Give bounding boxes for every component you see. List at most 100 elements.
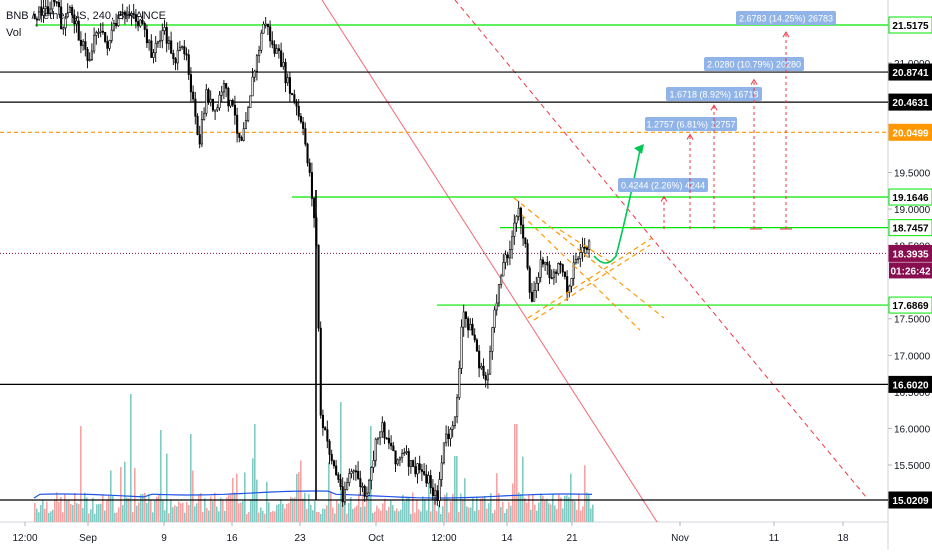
target-label-text: 2.0280 (10.79%) 20280 xyxy=(707,60,801,70)
volume-bar xyxy=(78,504,80,522)
volume-bar xyxy=(346,513,348,522)
candle-body xyxy=(163,27,166,32)
candle-body xyxy=(128,13,131,17)
volume-bar xyxy=(500,507,502,522)
candle-body xyxy=(222,83,225,93)
volume-bar xyxy=(306,508,308,522)
volume-bar xyxy=(56,492,58,522)
candle-body xyxy=(337,474,340,480)
volume-bar xyxy=(382,503,384,522)
volume-bar xyxy=(502,502,504,522)
volume-bar xyxy=(110,470,112,522)
volume-bar xyxy=(92,497,94,522)
volume-bar xyxy=(276,504,278,522)
candle-body xyxy=(66,12,69,18)
volume-bar xyxy=(524,498,526,522)
volume-bar xyxy=(522,456,524,522)
volume-bar xyxy=(238,503,240,522)
candle-body xyxy=(95,32,98,36)
candle-body xyxy=(409,460,413,467)
volume-bar xyxy=(282,503,284,522)
candle-body xyxy=(159,40,162,43)
candle-body xyxy=(555,271,558,274)
candle-body xyxy=(365,492,369,497)
candle-body xyxy=(71,7,74,16)
volume-bar xyxy=(194,506,196,522)
candle-body xyxy=(577,258,580,260)
candle-body xyxy=(515,215,518,224)
candle-body xyxy=(467,318,470,331)
volume-bar xyxy=(582,506,584,522)
candle-body xyxy=(108,40,111,49)
candle-body xyxy=(123,11,126,16)
candle-body xyxy=(449,428,452,439)
volume-bar xyxy=(580,510,582,522)
triangle-pattern xyxy=(513,197,665,331)
candle-body xyxy=(284,62,287,84)
candle-body xyxy=(304,128,307,145)
candle-body xyxy=(214,109,217,112)
y-tick-label: 19.0000 xyxy=(894,205,931,216)
volume-bar xyxy=(498,493,500,522)
volume-bar xyxy=(458,511,460,522)
volume-bar xyxy=(212,501,214,522)
volume-bar xyxy=(250,499,252,522)
candle-body xyxy=(192,91,195,100)
candle-body xyxy=(196,115,199,135)
candle-body xyxy=(550,277,553,280)
candle-body xyxy=(42,8,45,16)
candle-body xyxy=(181,46,184,48)
candle-body xyxy=(423,471,426,475)
candle-body xyxy=(445,433,448,444)
volume-bar xyxy=(186,501,188,522)
candle-body xyxy=(566,276,569,293)
volume-bar xyxy=(176,506,178,522)
candle-body xyxy=(288,77,292,94)
candle-body xyxy=(200,119,203,145)
volume-bar xyxy=(234,492,236,522)
volume-bar xyxy=(66,500,68,522)
candle-body xyxy=(530,291,534,302)
candle-body xyxy=(238,133,241,138)
volume-bar xyxy=(534,504,536,522)
volume-bar xyxy=(256,479,258,522)
volume-bar xyxy=(432,494,434,522)
candle-body xyxy=(546,261,549,266)
volume-bar xyxy=(542,495,544,522)
level-price-badge xyxy=(888,219,932,237)
triangle-line xyxy=(527,237,653,319)
volume-bar xyxy=(532,494,534,522)
volume-bar xyxy=(342,498,344,522)
volume-bar xyxy=(244,472,246,522)
x-tick-label: 12:00 xyxy=(431,533,456,544)
candle-body xyxy=(462,311,465,328)
volume-bar xyxy=(278,503,280,522)
candle-body xyxy=(407,451,410,467)
volume-bar xyxy=(506,508,508,522)
volume-bar xyxy=(304,492,306,522)
candle-body xyxy=(533,290,536,302)
x-tick-label: 23 xyxy=(294,533,306,544)
volume-bar xyxy=(574,501,576,522)
candle-body xyxy=(293,94,296,102)
candle-body xyxy=(319,327,322,416)
candle-body xyxy=(414,466,417,475)
candle-body xyxy=(330,454,333,462)
candle-body xyxy=(211,98,214,111)
price-axis[interactable]: 21.000019.500019.000018.500017.500017.00… xyxy=(888,16,932,509)
candle-body xyxy=(139,19,142,27)
volume-bar xyxy=(226,497,228,522)
volume-bar xyxy=(340,402,342,522)
candle-body xyxy=(401,453,404,459)
time-axis[interactable]: 12:00 Sep 9 16 23 Oct 12:00 14 21 Nov 11 18 xyxy=(12,522,849,544)
volume-bar xyxy=(162,499,164,522)
candle-body xyxy=(482,365,485,376)
volume-bar xyxy=(168,513,170,522)
volume-bar xyxy=(402,494,404,522)
volume-bar xyxy=(42,499,44,522)
candle-body xyxy=(64,16,67,29)
volume-bar xyxy=(46,501,48,522)
volume-bar xyxy=(76,503,78,522)
